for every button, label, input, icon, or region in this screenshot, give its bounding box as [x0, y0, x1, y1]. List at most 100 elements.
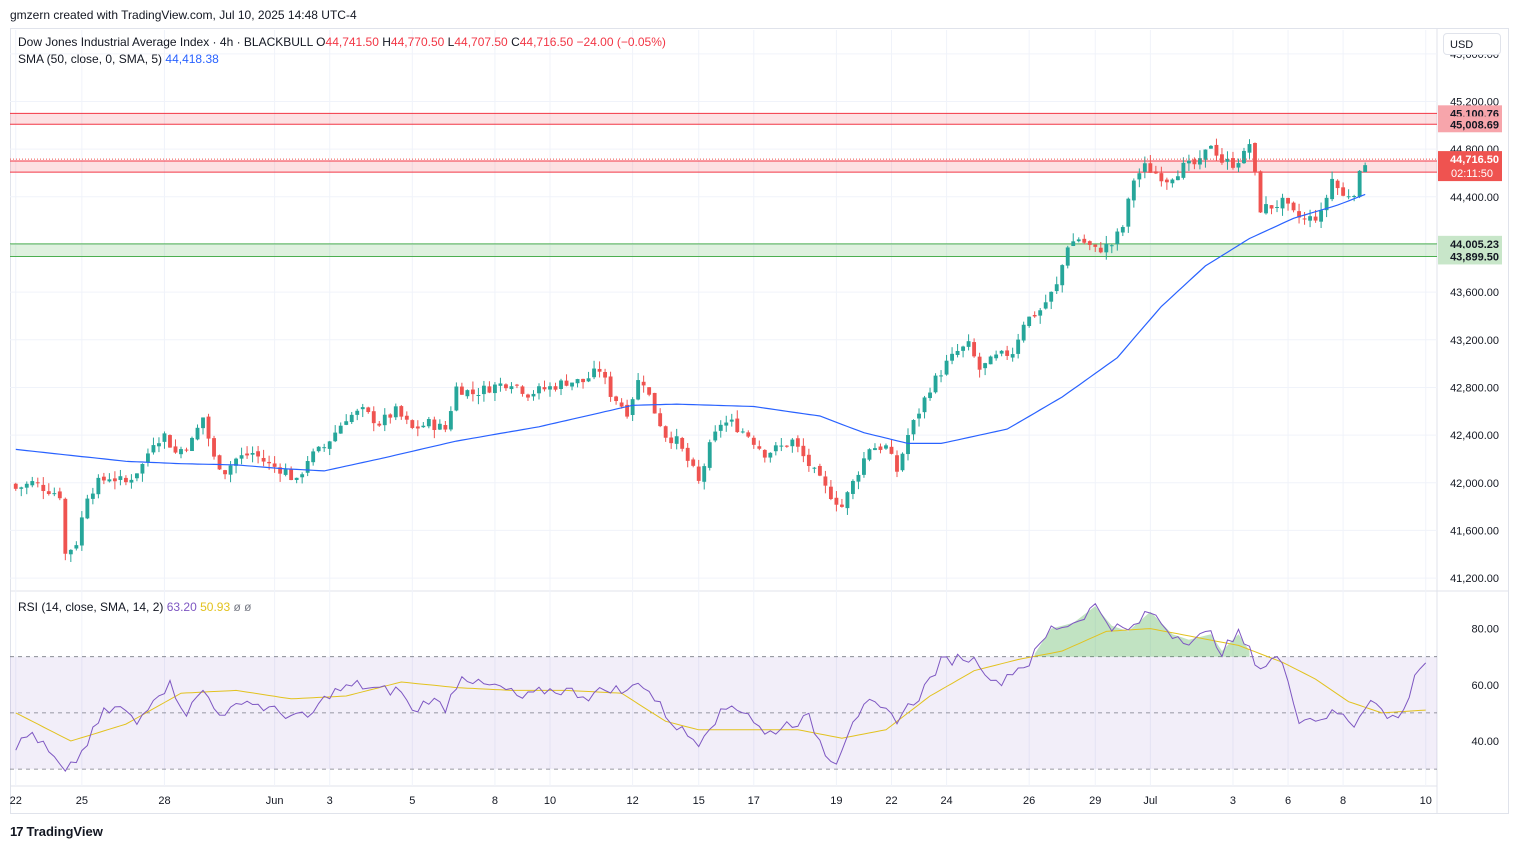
support-zone-badge: [1438, 248, 1502, 265]
price-change: −24.00 (−0.05%): [576, 35, 666, 49]
candle-body: [1175, 176, 1180, 181]
support-zone-label: 44,005.23: [1450, 239, 1499, 251]
rsi-extra-2: ø: [244, 600, 252, 614]
chart-frame: [10, 28, 1509, 814]
candle-body: [862, 458, 866, 475]
candle-body: [922, 397, 927, 413]
candle-body: [30, 481, 35, 486]
candle-body: [250, 453, 255, 455]
tradingview-logo-icon: 17: [10, 824, 24, 839]
candle-body: [630, 399, 635, 415]
rsi-tick-label: 40.00: [1471, 736, 1499, 748]
grid-layer: [10, 28, 1508, 813]
candle-body: [575, 379, 580, 384]
candle-body: [944, 360, 949, 375]
tradingview-logo[interactable]: 17 TradingView: [10, 824, 103, 839]
candle-body: [790, 439, 795, 447]
candle-body: [74, 545, 79, 549]
candle-body: [245, 453, 250, 456]
candle-body: [1291, 202, 1296, 211]
candle-body: [889, 446, 894, 454]
currency-button[interactable]: USD: [1443, 33, 1501, 55]
rsi-tick-label: 80.00: [1471, 624, 1499, 636]
candle-body: [1142, 163, 1147, 172]
candle-body: [57, 491, 62, 499]
candle-body: [305, 461, 310, 473]
candle-body: [504, 384, 508, 389]
candle-body: [289, 469, 294, 481]
candle-body: [123, 477, 128, 483]
candle-body: [239, 455, 244, 459]
candle-body: [1335, 180, 1340, 189]
candle-body: [134, 473, 139, 479]
candle-body: [933, 375, 938, 393]
candle-body: [476, 394, 481, 396]
candle-body: [437, 423, 442, 430]
sma-label: SMA (50, close, 0, SMA, 5): [18, 52, 163, 66]
candle-body: [157, 443, 161, 447]
candle-body: [641, 381, 646, 386]
candle-body: [564, 380, 569, 386]
candle-body: [173, 446, 178, 453]
low-label: L: [447, 35, 455, 49]
candle-body: [707, 442, 712, 468]
candle-body: [592, 368, 596, 378]
candle-body: [256, 451, 261, 457]
candle-body: [1236, 163, 1241, 168]
sma-value: 44,418.38: [165, 52, 219, 66]
time-tick-label: 5: [409, 795, 415, 807]
candle-body: [1319, 210, 1324, 222]
rsi-tick-label: 60.00: [1471, 680, 1499, 692]
sma-layer: [15, 193, 1366, 472]
axis-layer: 45,600.0045,200.0044,800.0044,400.0044,0…: [10, 49, 1502, 807]
candle-body: [768, 452, 773, 458]
candle-body: [801, 445, 806, 457]
candle-body: [724, 422, 729, 426]
candle-body: [426, 419, 431, 427]
time-tick-label: Jun: [266, 795, 284, 807]
candle-body: [1137, 173, 1142, 180]
rsi-extra-1: ø: [233, 600, 241, 614]
candle-body: [393, 406, 398, 418]
time-tick-label: 10: [1420, 795, 1432, 807]
candle-body: [559, 380, 563, 389]
candle-body: [212, 438, 216, 457]
candle-body: [851, 480, 855, 494]
candle-layer: [13, 138, 1368, 563]
time-tick-label: 26: [1023, 795, 1035, 807]
candle-body: [873, 448, 877, 451]
candle-body: [421, 425, 426, 428]
candle-body: [817, 465, 822, 476]
price-tick-label: 41,200.00: [1450, 573, 1499, 585]
candle-body: [928, 392, 932, 399]
resistance-zone: [10, 113, 1437, 125]
candle-body: [1126, 198, 1131, 227]
candle-body: [377, 423, 382, 426]
candle-body: [272, 463, 277, 467]
symbol-legend: Dow Jones Industrial Average Index · 4h …: [18, 35, 666, 49]
resistance-zone-label: 45,008.69: [1450, 119, 1499, 131]
time-tick-label: Jul: [1143, 795, 1157, 807]
rsi-ma-value: 50.93: [200, 600, 231, 614]
time-tick-label: 12: [626, 795, 638, 807]
candle-body: [834, 497, 839, 505]
candle-body: [1054, 284, 1059, 292]
candle-body: [1247, 144, 1252, 153]
candle-body: [729, 419, 734, 422]
candle-body: [906, 435, 910, 455]
candle-body: [1302, 218, 1307, 220]
candle-body: [217, 455, 222, 470]
close-value: 44,716.50: [519, 35, 574, 49]
support-zone-badge: [1438, 235, 1502, 252]
time-tick-label: 6: [1285, 795, 1291, 807]
candle-body: [316, 446, 321, 452]
candle-body: [1148, 163, 1153, 173]
candle-body: [443, 425, 448, 430]
candle-body: [1269, 205, 1274, 209]
price-tick-label: 42,400.00: [1450, 430, 1499, 442]
candle-body: [1104, 243, 1109, 253]
candle-body: [46, 491, 51, 494]
candle-body: [146, 453, 150, 463]
time-tick-label: 22: [885, 795, 897, 807]
